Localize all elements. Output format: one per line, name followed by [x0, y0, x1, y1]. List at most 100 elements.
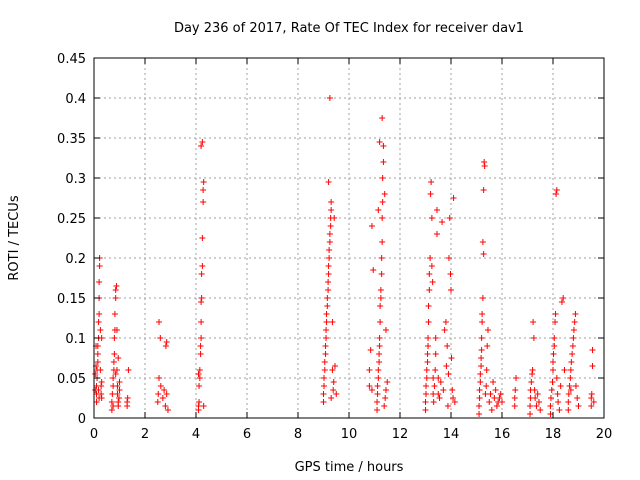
- data-point: [197, 351, 204, 357]
- data-point: [553, 187, 560, 193]
- data-point: [124, 395, 131, 401]
- data-point: [322, 351, 329, 357]
- y-tick-label: 0.3: [65, 172, 86, 187]
- data-point: [328, 199, 335, 205]
- data-point: [96, 263, 103, 269]
- data-point: [486, 399, 493, 405]
- data-point: [567, 387, 574, 393]
- data-point: [432, 367, 439, 373]
- data-point: [479, 311, 486, 317]
- data-point: [440, 387, 447, 393]
- data-point: [374, 391, 381, 397]
- data-point: [550, 359, 556, 365]
- data-point: [199, 263, 206, 269]
- data-point: [377, 303, 384, 309]
- data-point: [115, 403, 122, 409]
- data-point: [430, 399, 437, 405]
- data-point: [326, 95, 333, 101]
- data-point: [114, 391, 121, 397]
- data-point: [110, 403, 117, 409]
- y-axis-label: ROTI / TECUs: [7, 195, 22, 280]
- data-point: [575, 403, 582, 409]
- data-point: [322, 343, 329, 349]
- data-point: [112, 287, 119, 293]
- data-point: [375, 367, 382, 373]
- data-point: [572, 383, 579, 389]
- data-point: [483, 367, 490, 373]
- x-tick-label: 2: [141, 427, 149, 442]
- data-point: [425, 335, 432, 341]
- data-point: [375, 207, 382, 213]
- data-point: [325, 179, 332, 185]
- data-point: [96, 395, 103, 401]
- data-point: [330, 387, 337, 393]
- data-point: [320, 399, 327, 405]
- x-tick-label: 16: [494, 427, 511, 442]
- data-point: [113, 327, 120, 333]
- data-point: [589, 347, 596, 353]
- data-point: [550, 351, 557, 357]
- data-point: [98, 383, 105, 389]
- data-point: [552, 319, 559, 325]
- data-point: [551, 335, 558, 341]
- data-point: [113, 283, 120, 289]
- data-point: [513, 375, 520, 381]
- data-point: [425, 343, 432, 349]
- data-series-dav1: [92, 95, 597, 417]
- data-point: [566, 383, 573, 389]
- x-tick-label: 8: [294, 427, 302, 442]
- data-point: [200, 187, 207, 193]
- data-point: [437, 379, 444, 385]
- data-point: [378, 271, 385, 277]
- data-point: [567, 367, 574, 373]
- data-point: [445, 371, 452, 377]
- data-point: [196, 399, 203, 405]
- data-point: [447, 271, 454, 277]
- data-point: [529, 367, 536, 373]
- data-point: [125, 367, 132, 373]
- data-point: [561, 367, 568, 373]
- data-point: [480, 187, 487, 193]
- y-tick-label: 0: [78, 412, 86, 427]
- data-point: [366, 367, 373, 373]
- data-point: [162, 343, 169, 349]
- data-point: [571, 319, 578, 325]
- data-point: [554, 391, 561, 397]
- data-point: [424, 359, 431, 365]
- data-point: [476, 395, 483, 401]
- x-tick-label: 18: [545, 427, 562, 442]
- data-point: [155, 391, 162, 397]
- data-point: [556, 407, 563, 413]
- x-tick-label: 4: [192, 427, 200, 442]
- data-point: [528, 379, 535, 385]
- data-point: [96, 279, 103, 285]
- data-point: [380, 159, 387, 165]
- data-point: [97, 327, 104, 333]
- data-point: [97, 367, 104, 373]
- data-point: [374, 407, 381, 413]
- data-point: [377, 295, 384, 301]
- data-point: [428, 263, 435, 269]
- data-point: [483, 383, 490, 389]
- data-point: [156, 319, 163, 325]
- data-point: [327, 223, 334, 229]
- data-point: [423, 383, 430, 389]
- data-point: [497, 391, 504, 397]
- data-point: [198, 295, 205, 301]
- data-point: [111, 351, 118, 357]
- data-point: [572, 311, 579, 317]
- data-point: [159, 395, 166, 401]
- data-point: [570, 335, 577, 341]
- data-point: [478, 363, 485, 369]
- data-point: [496, 395, 503, 401]
- data-point: [326, 231, 333, 237]
- data-point: [323, 319, 330, 325]
- data-point: [448, 287, 454, 293]
- grid-lines: [94, 58, 604, 418]
- data-point: [553, 191, 560, 197]
- data-point: [574, 395, 581, 401]
- data-point: [479, 239, 486, 245]
- data-point: [484, 327, 491, 333]
- data-point: [197, 343, 204, 349]
- data-point: [569, 351, 576, 357]
